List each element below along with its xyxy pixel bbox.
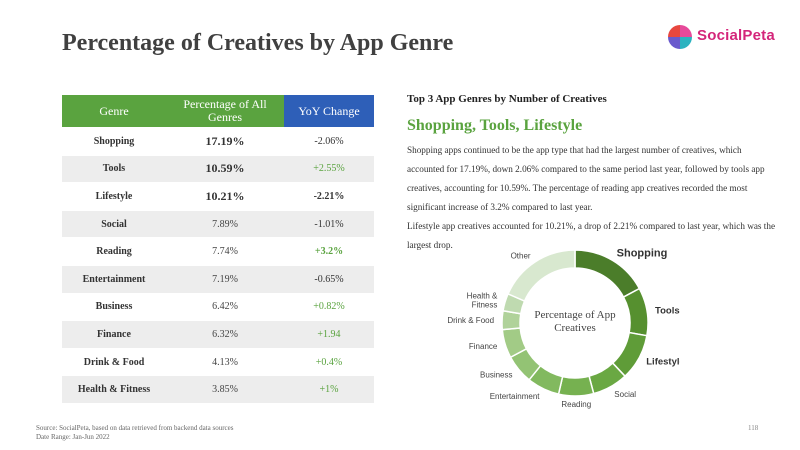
table-row: Finance 6.32% +1.94: [62, 320, 374, 349]
header-genre: Genre: [62, 95, 166, 128]
genre-cell: Entertainment: [62, 264, 166, 294]
top3-highlight: Shopping, Tools, Lifestyle: [407, 117, 583, 134]
donut-label: Other: [511, 251, 531, 260]
donut-label: Tools: [655, 305, 680, 316]
table-row: Reading 7.74% +3.2%: [62, 237, 374, 266]
donut-label: Business: [480, 371, 512, 380]
donut-slice-other: [507, 249, 576, 303]
yoy-cell: +2.55%: [284, 154, 374, 183]
genre-cell: Lifestyle: [62, 182, 166, 211]
yoy-cell: -2.21%: [284, 182, 374, 211]
donut-slice-reading: [557, 375, 595, 397]
pct-cell: 10.59%: [166, 154, 284, 183]
pct-cell: 6.42%: [166, 292, 284, 321]
pct-cell: 17.19%: [166, 127, 284, 156]
chart-title-line: Percentage of App: [534, 309, 616, 321]
table-row: Tools 10.59% +2.55%: [62, 154, 374, 183]
donut-label: Finance: [469, 342, 498, 351]
table-row: Lifestyle 10.21% -2.21%: [62, 182, 374, 211]
description: Shopping apps continued to be the app ty…: [407, 141, 777, 255]
donut-label: Shopping: [617, 248, 668, 260]
donut-label: Health &: [467, 291, 498, 300]
pct-cell: 3.85%: [166, 375, 284, 403]
yoy-cell: -1.01%: [284, 209, 374, 238]
description-paragraph: Shopping apps continued to be the app ty…: [407, 145, 765, 212]
source-text: Source: SocialPeta, based on data retrie…: [36, 424, 234, 432]
donut-label: Social: [614, 390, 636, 399]
pct-cell: 10.21%: [166, 182, 284, 211]
table-row: Health & Fitness 3.85% +1%: [62, 375, 374, 403]
genre-cell: Drink & Food: [62, 347, 166, 376]
genre-cell: Health & Fitness: [62, 375, 166, 403]
yoy-cell: +0.82%: [284, 292, 374, 321]
donut-label: Reading: [561, 400, 591, 409]
footer-source: Source: SocialPeta, based on data retrie…: [36, 424, 233, 442]
genre-cell: Tools: [62, 154, 166, 183]
genre-cell: Reading: [62, 237, 166, 266]
date-range-text: Date Range: Jan-Jun 2022: [36, 433, 110, 441]
yoy-cell: +1%: [284, 375, 374, 403]
genre-cell: Finance: [62, 320, 166, 349]
yoy-cell: +1.94: [284, 320, 374, 349]
header-percentage: Percentage of All Genres: [166, 95, 284, 128]
donut-label: Drink & Food: [447, 316, 494, 325]
page-number: 118: [748, 424, 759, 432]
socialpeta-logo-icon: [668, 25, 692, 49]
logo-text: SocialPeta: [697, 27, 775, 44]
donut-slice-tools: [622, 287, 649, 337]
yoy-cell: -2.06%: [284, 127, 374, 156]
table-row: Shopping 17.19% -2.06%: [62, 127, 374, 156]
page-title: Percentage of Creatives by App Genre: [62, 30, 454, 56]
table-row: Drink & Food 4.13% +0.4%: [62, 347, 374, 376]
yoy-cell: +3.2%: [284, 237, 374, 266]
pct-cell: 7.89%: [166, 209, 284, 238]
genre-table: Genre Percentage of All Genres YoY Chang…: [62, 95, 374, 403]
genre-cell: Business: [62, 292, 166, 321]
header-yoy: YoY Change: [284, 95, 374, 128]
chart-title-line: Creatives: [554, 322, 596, 334]
pct-cell: 7.74%: [166, 237, 284, 266]
table-row: Business 6.42% +0.82%: [62, 292, 374, 321]
donut-label: Lifestyle: [646, 357, 680, 368]
table-row: Social 7.89% -1.01%: [62, 209, 374, 238]
yoy-cell: -0.65%: [284, 264, 374, 294]
donut-label: Fitness: [472, 300, 498, 309]
section-subtitle: Top 3 App Genres by Number of Creatives: [407, 93, 607, 105]
description-paragraph: Lifestyle app creatives accounted for 10…: [407, 221, 776, 250]
genre-cell: Social: [62, 209, 166, 238]
donut-chart: Shopping Tools Lifestyle Social Reading Enter…: [447, 248, 680, 409]
pct-cell: 4.13%: [166, 347, 284, 376]
pct-cell: 7.19%: [166, 264, 284, 294]
donut-label: Entertainment: [490, 392, 541, 401]
yoy-cell: +0.4%: [284, 347, 374, 376]
genre-cell: Shopping: [62, 127, 166, 156]
pct-cell: 6.32%: [166, 320, 284, 349]
table-row: Entertainment 7.19% -0.65%: [62, 264, 374, 294]
